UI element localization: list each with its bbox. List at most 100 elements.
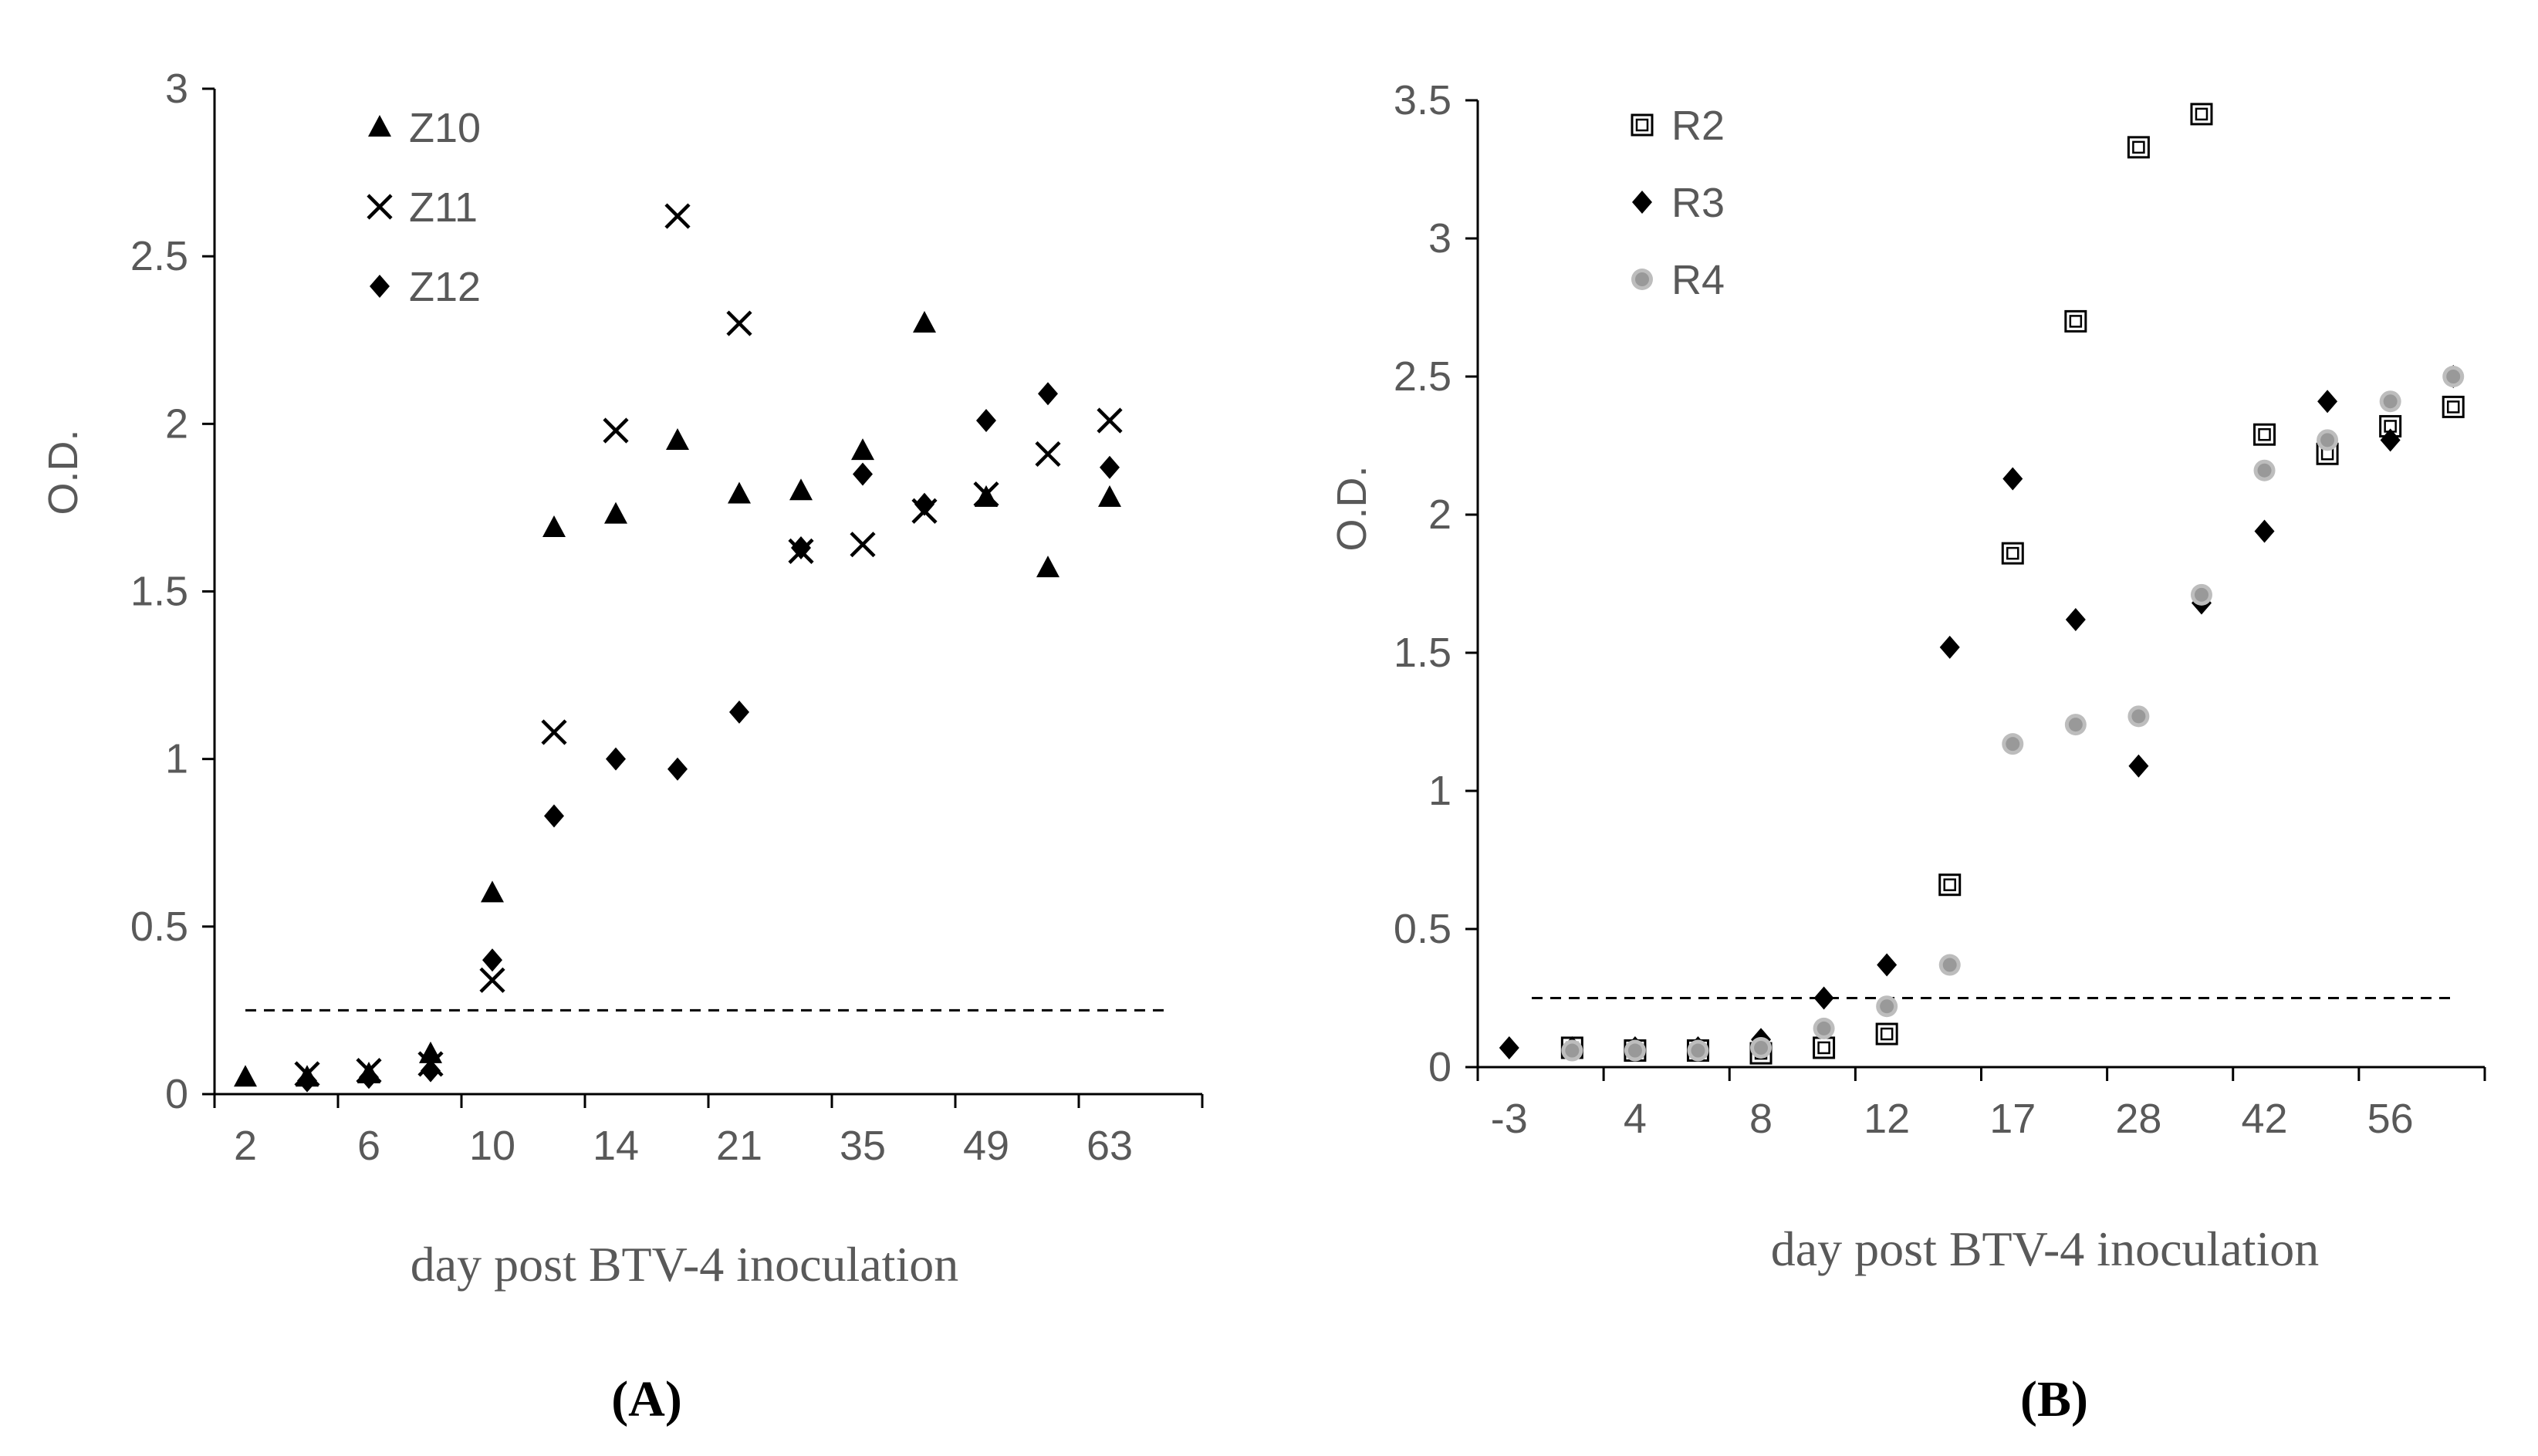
panel-a-z11-point-12 [973,481,999,508]
panel-a-z11-point-12-stroke-2 [973,481,999,508]
panel-b-r4-point-8-core [2006,737,2020,752]
panel-a-z11-point-10 [850,532,876,558]
panel-a-z10-point-13 [1036,556,1059,578]
panel-b-r2-point-6 [1875,1022,1898,1046]
panel-a-z10-point-14 [1098,485,1121,507]
panel-a-xtick-label-5: 35 [840,1123,886,1169]
panel-b-r3-point-12 [2254,519,2275,543]
panel-a-z10-point-11 [913,311,936,333]
panel-b-ytick-label-4: 2 [1428,492,1451,538]
panel-b-legend-label-r4: R4 [1671,257,1725,303]
panel-b-ytick-label-5: 2.5 [1394,353,1451,400]
panel-a-z12-point-2 [359,1066,379,1089]
panel-a-z11-point-7 [664,203,691,229]
panel-a-ytick-label-0: 0 [165,1071,188,1117]
panel-b-r2-point-15-outer [2442,395,2465,418]
panel-a-ytick-label-1: 0.5 [130,904,188,950]
panel-b-legend-marker-r2 [1631,113,1654,137]
panel-a: 0 0.5 1 1.5 2 2.5 3 2 6 10 14 21 35 49 63 Z10 Z11 Z12 da… [40,66,1204,1427]
panel-a-z12-point-3 [421,1059,441,1083]
panel-a-ytick-label-4: 2 [165,400,188,447]
panel-a-z12-point-7 [667,757,688,781]
panel-b-ytick-label-7: 3.5 [1394,77,1451,123]
panel-a-z12-point-11 [914,492,934,516]
panel-b-legend-label-r2: R2 [1671,103,1725,149]
panel-b-ytick-label-0: 0 [1428,1044,1451,1090]
panel-b-legend: R2 R3 R4 [1631,103,1725,303]
panel-b-r2-point-5 [1813,1036,1836,1059]
panel-b-r4-point-14 [2379,390,2401,413]
panel-a-ytick-label-2: 1 [165,736,188,782]
panel-b-r4-point-3 [1687,1039,1709,1062]
panel-a-z11-point-8-stroke-2 [726,310,752,336]
panel-a-xtick-label-3: 14 [593,1123,639,1169]
panel-a-legend-marker-z11-stroke-2 [367,194,393,220]
panel-b-r3-point-0 [1499,1035,1519,1059]
panel-b-r3-point-9 [2065,608,2086,632]
panel-b-r2-point-7-outer [1938,873,1962,897]
panel-a-z10-point-0 [234,1065,257,1087]
panel-b-r4-point-9 [2064,714,2087,736]
panel-a-z12-point-1 [297,1069,317,1093]
panel-b-ytick-label-6: 3 [1428,215,1451,262]
panel-a-z12-point-8 [729,700,749,724]
panel-a-z10-point-6 [604,502,627,524]
panel-a-z12-point-4 [482,948,502,972]
panel-b-xtick-label-7: 56 [2367,1096,2414,1142]
panel-b-r2-point-10-inner [2132,140,2145,154]
panel-a-z11-point-5 [541,719,567,745]
panel-a-z12-point-5 [544,804,564,828]
panel-b-r2-point-11-inner [2195,107,2208,121]
panel-b-r2-point-15 [2442,395,2465,418]
panel-b-r4-point-10 [2127,705,2150,728]
panel-b-r4-point-2-core [1627,1043,1642,1058]
panel-a-legend: Z10 Z11 Z12 [367,105,481,310]
panel-b-r4-point-15 [2442,366,2465,387]
panel-a-label: (A) [611,1371,682,1427]
panel-b-r4-point-9-core [2068,718,2083,732]
panel-a-z12-point-13 [1038,382,1058,406]
panel-a-legend-marker-z10 [368,115,391,137]
panel-b-r4-point-1 [1561,1039,1583,1062]
panel-a-xtick-label-0: 2 [234,1123,257,1169]
panel-a-ytick-label-5: 2.5 [130,233,188,279]
panel-b-r2-point-12-outer [2253,423,2276,446]
panel-a-z12-point-14 [1100,455,1120,479]
panel-b-r2-point-6-inner [1880,1027,1894,1041]
panel-b-r3-point-14 [2380,428,2401,452]
panel-a-z11-point-8 [726,310,752,336]
panel-b-r3-point-13 [2317,390,2338,414]
panel-b-r4-point-11 [2190,583,2212,606]
panel-a-z11-point-4-stroke-2 [479,967,505,993]
panel-b-r2-point-12-inner [2258,427,2271,441]
panel-a-z11-point-13-stroke-2 [1035,441,1061,468]
panel-b-r3-point-5 [1813,986,1834,1010]
panel-a-z10-point-9 [789,478,813,501]
panel-b-r4-point-12-core [2257,463,2272,478]
panel-b-r4-point-5-core [1816,1021,1831,1035]
panel-a-z12-point-9 [791,536,811,560]
panel-a-z12-point-12 [976,408,996,432]
panel-b-xtick-label-0: -3 [1491,1096,1528,1142]
panel-b-r3-point-7 [1939,635,1960,659]
panel-a-legend-label-z12: Z12 [409,264,481,310]
panel-b-legend-marker-r2-inner [1635,118,1649,132]
panel-b-r4-point-7-core [1942,958,1957,972]
panel-b-r2-point-11 [2190,103,2213,126]
panel-b-r2-point-11-outer [2190,103,2213,126]
panel-b-r4-point-10-core [2131,709,2146,724]
panel-b-xtick-label-2: 8 [1749,1096,1773,1142]
panel-b-r4-point-4-core [1754,1040,1769,1055]
panel-b-r2-point-9-inner [2069,315,2083,328]
panel-a-ytick-label-3: 1.5 [130,569,188,615]
panel-b-r2-point-7 [1938,873,1962,897]
panel-b-r2-point-5-inner [1817,1041,1830,1055]
panel-a-xlabel: day post BTV-4 inoculation [411,1237,958,1292]
panel-a-xtick-label-1: 6 [357,1123,380,1169]
panel-a-xtick-label-7: 63 [1087,1123,1133,1169]
panel-a-z11-point-13 [1035,441,1061,468]
panel-a-z10-point-8 [728,481,751,504]
panel-a-z11-point-14 [1097,407,1123,434]
